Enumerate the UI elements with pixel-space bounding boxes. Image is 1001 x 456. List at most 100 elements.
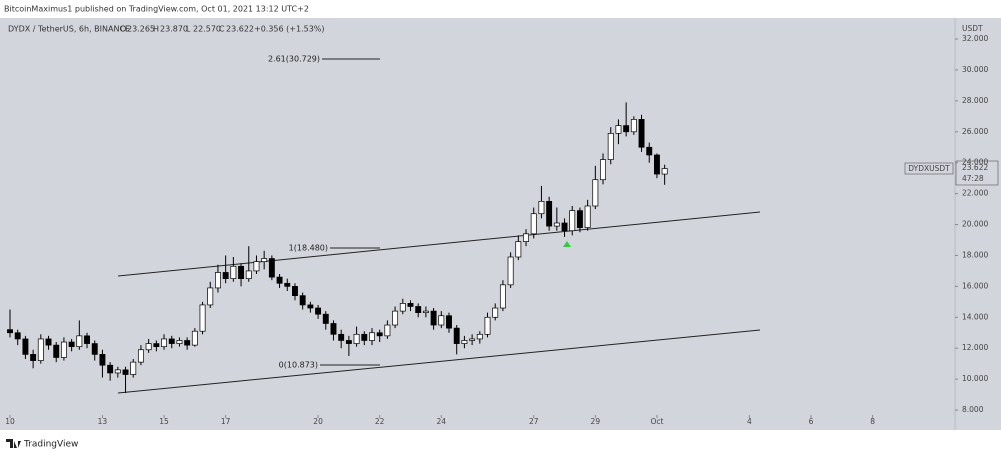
- brand-name: TradingView: [23, 440, 78, 450]
- candle-body: [60, 341, 67, 358]
- candle-body: [422, 310, 429, 314]
- y-tick-label: 10.000: [962, 374, 988, 383]
- x-tick-label: 8: [870, 417, 875, 426]
- candle-body: [45, 338, 52, 346]
- candle-body: [84, 335, 90, 344]
- candle-body: [600, 159, 606, 181]
- candle-body: [353, 333, 360, 344]
- chart-background: [0, 18, 1001, 430]
- candle-body: [153, 343, 160, 348]
- candle-body: [507, 256, 514, 286]
- x-tick-label: 27: [529, 417, 539, 426]
- candle-body: [53, 344, 60, 358]
- y-tick-label: 22.000: [962, 189, 988, 198]
- candle-body: [492, 307, 499, 318]
- y-tick-label: 18.000: [962, 250, 988, 259]
- candle-body: [461, 340, 468, 344]
- candle-body: [130, 361, 137, 375]
- candle-body: [569, 210, 576, 232]
- symbol-label: DYDX / TetherUS, 6h, BINANCE: [8, 25, 130, 34]
- y-tick-label: 30.000: [962, 65, 988, 74]
- candle-body: [199, 304, 206, 332]
- candle-body: [99, 354, 106, 366]
- candle-body: [145, 343, 152, 351]
- fib-label: 2.61(30.729): [268, 55, 320, 64]
- ohlc-key: L: [186, 25, 191, 34]
- channel-upper: [117, 211, 761, 277]
- fib-label: 1(18.480): [289, 244, 328, 253]
- candle-body: [322, 313, 329, 324]
- candle-body: [399, 303, 406, 312]
- published-note: BitcoinMaximus1 published on TradingView…: [4, 5, 309, 14]
- price-tag-value: 23.622: [962, 163, 988, 172]
- candle-body: [415, 306, 422, 314]
- x-tick-label: 6: [809, 417, 814, 426]
- ohlc-value: 22.570: [193, 25, 221, 34]
- candle-body: [176, 340, 183, 344]
- candle-body: [230, 265, 237, 279]
- candle-body: [438, 315, 445, 326]
- candle-body: [345, 340, 352, 344]
- candle-body: [284, 282, 291, 287]
- candle-body: [407, 303, 414, 307]
- candle-body: [561, 222, 568, 232]
- candle-body: [68, 341, 75, 348]
- candle-body: [484, 316, 491, 335]
- signal-marker: [563, 241, 571, 247]
- candle-body: [261, 258, 268, 262]
- candle-body: [630, 119, 637, 133]
- x-tick-label: 13: [98, 417, 108, 426]
- x-tick-label: 4: [747, 417, 752, 426]
- candle-body: [215, 272, 221, 289]
- y-tick-label: 20.000: [962, 220, 988, 229]
- price-tag: [955, 160, 999, 186]
- candle-body: [638, 119, 645, 148]
- candle-body: [315, 307, 322, 315]
- candle-body: [499, 284, 506, 309]
- candle-body: [369, 332, 375, 341]
- candle-body: [615, 125, 622, 134]
- candle-body: [37, 338, 44, 361]
- candle-body: [592, 179, 599, 207]
- candle-body: [91, 343, 98, 355]
- x-tick-label: 17: [221, 417, 231, 426]
- candle-body: [299, 295, 306, 306]
- brand-logo: [6, 439, 21, 448]
- symbol-tag: [904, 162, 954, 175]
- candle-body: [238, 265, 245, 279]
- y-tick-label: 32.000: [962, 34, 988, 43]
- candle-body: [546, 200, 553, 227]
- x-tick-label: 20: [313, 417, 323, 426]
- x-tick-label: 24: [437, 417, 447, 426]
- candle-body: [253, 261, 260, 272]
- candle-body: [245, 270, 252, 279]
- candle-body: [184, 340, 191, 346]
- candle-body: [361, 333, 368, 341]
- candle-body: [7, 329, 13, 334]
- candle-body: [607, 132, 614, 160]
- candle-body: [446, 315, 452, 329]
- candle-body: [107, 364, 114, 374]
- candle-body: [14, 332, 21, 340]
- candle-body: [76, 335, 83, 348]
- x-tick-label: 15: [159, 417, 169, 426]
- candle-body: [584, 205, 591, 228]
- symbol-tag-text: DYDXUSDT: [908, 164, 950, 173]
- candle-body: [276, 276, 283, 284]
- candle-body: [392, 310, 399, 326]
- candle-body: [137, 349, 144, 363]
- y-tick-label: 16.000: [962, 281, 988, 290]
- candle-body: [376, 332, 383, 337]
- channel-lower: [117, 329, 761, 394]
- fib-label: 0(10.873): [279, 361, 318, 370]
- y-tick-label: 24.000: [962, 158, 988, 167]
- candle-body: [22, 338, 29, 355]
- currency-label: USDT: [962, 24, 983, 33]
- candle-body: [330, 323, 337, 335]
- candle-body: [222, 272, 229, 279]
- x-tick-label: 22: [375, 417, 385, 426]
- candle-body: [653, 154, 660, 175]
